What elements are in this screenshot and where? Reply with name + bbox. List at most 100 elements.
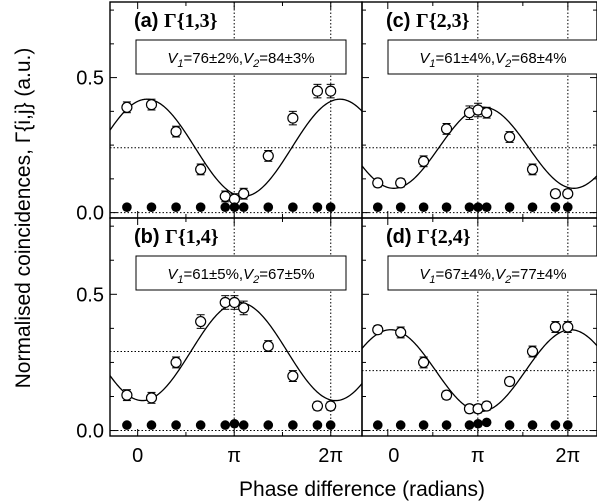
filled-data-point bbox=[441, 420, 452, 430]
filled-data-point bbox=[146, 420, 157, 430]
y-axis-title: Normalised coincidences, Γ{i,j} (a.u.) bbox=[12, 48, 35, 389]
filled-data-point bbox=[325, 420, 336, 430]
open-data-point bbox=[262, 340, 274, 352]
v1-symbol: V bbox=[419, 50, 431, 67]
open-data-point bbox=[562, 188, 574, 200]
panel-plot-area bbox=[110, 2, 362, 218]
open-data-point bbox=[503, 131, 516, 143]
filled-data-point bbox=[238, 202, 249, 212]
open-data-point bbox=[325, 400, 337, 412]
x-axis-title: Phase difference (radians) bbox=[239, 478, 485, 501]
y-tick-label: 0.5 bbox=[76, 284, 104, 306]
panel-gamma-label: Γ{2,3} bbox=[416, 10, 470, 32]
open-data-point bbox=[372, 324, 384, 336]
panel-title: (b) Γ{1,4} bbox=[134, 226, 219, 248]
v1-symbol: V bbox=[167, 266, 179, 283]
v1-subscript: 1 bbox=[177, 274, 183, 286]
filled-data-point bbox=[562, 202, 573, 212]
filled-data-point bbox=[195, 420, 206, 430]
filled-data-point bbox=[238, 420, 249, 430]
open-data-point bbox=[121, 101, 133, 113]
filled-data-point bbox=[550, 420, 561, 430]
filled-data-point bbox=[473, 418, 483, 429]
open-data-point bbox=[372, 177, 384, 189]
filled-data-point bbox=[418, 202, 429, 212]
v1-value: =61±4%, bbox=[436, 50, 496, 67]
visibility-text: V1=67±4%,V2=77±4% bbox=[419, 266, 566, 286]
open-data-point bbox=[145, 98, 158, 111]
x-tick-label: 0 bbox=[388, 445, 399, 467]
x-tick-label: π bbox=[471, 445, 485, 467]
v1-value: =67±4%, bbox=[436, 266, 496, 283]
filled-data-point bbox=[312, 202, 323, 212]
panel-title: (a) Γ{1,3} bbox=[134, 10, 218, 32]
filled-data-point bbox=[220, 420, 231, 430]
v2-symbol: V bbox=[243, 50, 255, 67]
open-data-point bbox=[228, 296, 241, 309]
v2-subscript: 2 bbox=[252, 274, 259, 286]
open-data-point bbox=[526, 163, 539, 175]
filled-data-point bbox=[441, 202, 452, 212]
open-data-point bbox=[238, 302, 250, 314]
v1-symbol: V bbox=[167, 50, 179, 67]
x-tick-label: 0 bbox=[132, 445, 143, 467]
visibility-text: V1=61±5%,V2=67±5% bbox=[167, 266, 314, 286]
v1-value: =61±5%, bbox=[184, 266, 244, 283]
x-tick-label: π bbox=[227, 445, 241, 467]
filled-data-point bbox=[220, 202, 231, 212]
v2-symbol: V bbox=[495, 50, 507, 67]
filled-data-point bbox=[473, 202, 483, 212]
filled-data-point bbox=[504, 202, 515, 212]
panel-gamma-label: Γ{1,4} bbox=[165, 226, 219, 248]
filled-data-point bbox=[527, 202, 538, 212]
panel-3: (d) Γ{2,4}V1=67±4%,V2=77±4%0 π 2π bbox=[361, 217, 597, 467]
v2-value: =84±3% bbox=[259, 50, 314, 67]
v2-value: =77±4% bbox=[511, 266, 566, 283]
visibility-text: V1=61±4%,V2=68±4% bbox=[419, 50, 566, 70]
filled-data-point bbox=[171, 420, 181, 430]
filled-data-point bbox=[464, 420, 475, 430]
filled-data-point bbox=[122, 202, 132, 212]
v1-value: =76±2%, bbox=[184, 50, 244, 67]
filled-data-point bbox=[288, 202, 298, 212]
open-data-point bbox=[121, 389, 133, 401]
filled-data-point bbox=[481, 417, 492, 428]
visibility-box bbox=[135, 39, 347, 75]
panel-gamma-label: Γ{2,4} bbox=[417, 226, 471, 248]
open-data-point bbox=[219, 296, 231, 309]
open-data-point bbox=[238, 188, 250, 200]
open-data-point bbox=[311, 85, 324, 97]
visibility-box bbox=[387, 39, 597, 75]
open-data-point bbox=[170, 126, 182, 138]
filled-data-point bbox=[146, 202, 157, 212]
open-data-point bbox=[170, 356, 182, 369]
visibility-box bbox=[387, 255, 597, 291]
filled-data-point bbox=[550, 202, 561, 212]
panel-gamma-label: Γ{1,3} bbox=[164, 10, 218, 32]
v2-subscript: 2 bbox=[504, 58, 511, 70]
panel-0: (a) Γ{1,3}V1=76±2%,V2=84±3%0.00.5 bbox=[76, 1, 363, 225]
x-tick-label: 2π bbox=[318, 445, 343, 467]
open-data-point bbox=[562, 321, 574, 333]
visibility-box bbox=[135, 255, 347, 291]
filled-data-point bbox=[325, 202, 336, 212]
filled-data-point bbox=[464, 202, 475, 212]
panel-letter: (d) bbox=[386, 226, 417, 248]
filled-data-point bbox=[372, 202, 383, 212]
open-data-point bbox=[325, 85, 337, 97]
panel-title: (c) Γ{2,3} bbox=[386, 10, 470, 32]
open-data-point bbox=[195, 315, 207, 328]
v1-symbol: V bbox=[419, 266, 431, 283]
v2-symbol: V bbox=[495, 266, 507, 283]
filled-data-point bbox=[562, 420, 573, 430]
open-data-point bbox=[219, 190, 231, 202]
v1-subscript: 1 bbox=[429, 58, 435, 70]
filled-data-point bbox=[372, 420, 383, 430]
open-data-point bbox=[440, 389, 453, 401]
panel-frame bbox=[361, 217, 597, 437]
filled-data-point bbox=[229, 202, 240, 212]
v2-subscript: 2 bbox=[504, 274, 511, 286]
y-tick-label: 0.0 bbox=[76, 203, 104, 225]
v1-subscript: 1 bbox=[177, 58, 183, 70]
panels-layer: (a) Γ{1,3}V1=76±2%,V2=84±3%0.00.5(c) Γ{2… bbox=[76, 1, 597, 467]
